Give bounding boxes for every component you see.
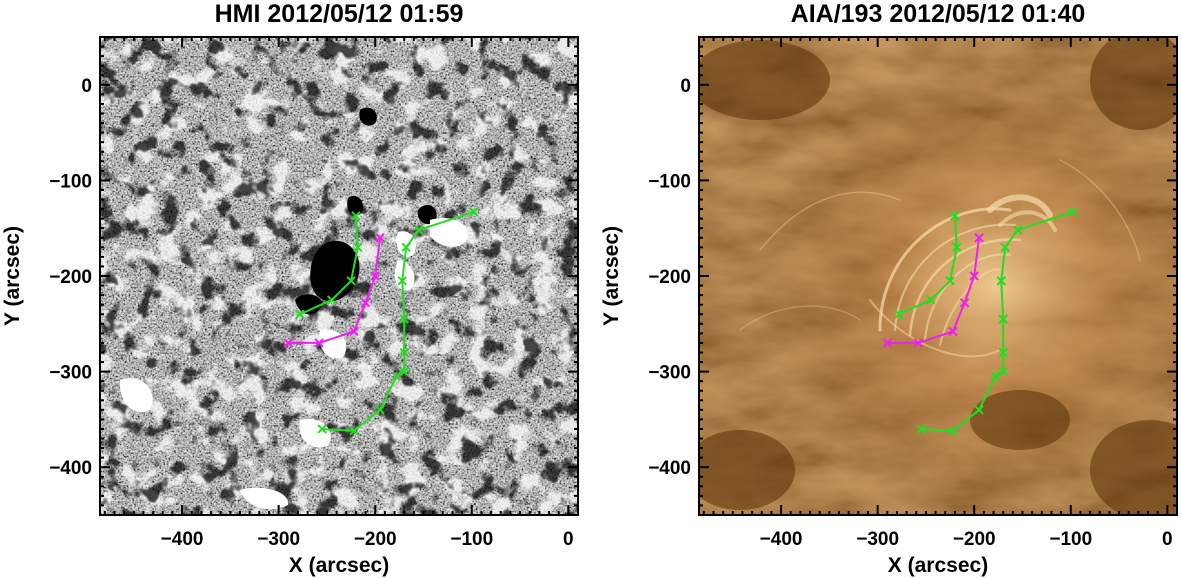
hmi-title: HMI 2012/05/12 01:59 — [215, 0, 464, 28]
hmi-trace-2 — [288, 237, 382, 344]
aia-panel: AIA/193 2012/05/12 01:40 — [600, 0, 1178, 577]
aia-axes: −400 −300 −200 −100 0 0 −100 −200 −300 −400 — [648, 36, 1178, 550]
hmi-trace-0-marker — [351, 211, 361, 221]
hmi-trace-1-marker — [399, 366, 409, 377]
hmi-ylabel: Y (arcsec) — [1, 226, 24, 326]
aia-trace-1-marker — [996, 276, 1006, 286]
aia-trace-2-marker — [959, 298, 970, 308]
hmi-xtick-label: −200 — [354, 529, 397, 550]
aia-trace-0-marker — [894, 309, 904, 319]
aia-ytick-label: −400 — [648, 458, 691, 479]
hmi-trace-1-marker — [413, 225, 424, 235]
aia-ytick-label: −100 — [648, 171, 691, 192]
hmi-axes: −400 −300 −200 −100 0 0 −100 −200 −300 −400 — [49, 36, 579, 550]
hmi-ytick-label: 0 — [81, 76, 92, 97]
aia-trace-1-marker — [1068, 207, 1078, 217]
hmi-xtick-label: −100 — [450, 529, 493, 550]
aia-trace-1-marker — [990, 371, 1001, 382]
hmi-trace-1-marker — [391, 371, 402, 382]
aia-trace-1-marker — [998, 314, 1008, 324]
aia-xlabel: X (arcsec) — [888, 554, 988, 577]
hmi-trace-0-marker — [295, 309, 305, 319]
hmi-trace-2-marker — [349, 326, 359, 337]
aia-trace-0-marker — [952, 242, 962, 253]
hmi-trace-1-marker — [397, 276, 407, 286]
aia-trace-1-marker — [1000, 242, 1010, 253]
hmi-trace-1-marker — [399, 347, 409, 358]
aia-trace-0-marker — [926, 295, 936, 305]
aia-trace-2-marker — [969, 271, 979, 281]
hmi-trace-0-marker — [346, 276, 356, 286]
hmi-trace-2-marker — [375, 233, 385, 243]
hmi-trace-1-marker — [399, 314, 409, 324]
aia-title: AIA/193 2012/05/12 01:40 — [791, 0, 1086, 28]
aia-trace-2-marker — [974, 233, 984, 243]
aia-trace-2-marker — [882, 338, 893, 348]
aia-coronal-loops — [739, 159, 1141, 358]
aia-trace-1-marker — [948, 426, 958, 436]
aia-ytick-label: 0 — [680, 76, 691, 97]
hmi-ytick-label: −300 — [49, 363, 92, 384]
aia-trace-0-marker — [950, 211, 960, 221]
aia-trace-0-marker — [945, 276, 955, 286]
hmi-xlabel: X (arcsec) — [289, 554, 389, 577]
aia-trace-1-marker — [916, 424, 926, 434]
hmi-trace-0-marker — [327, 295, 337, 305]
hmi-panel: HMI 2012/05/12 01:59 — [1, 0, 579, 577]
hmi-xtick-label: −400 — [161, 529, 204, 550]
hmi-image — [100, 37, 578, 515]
hmi-trace-1-marker — [349, 426, 359, 436]
hmi-xtick-label: −300 — [257, 529, 300, 550]
aia-trace-1-marker — [998, 347, 1008, 358]
aia-image — [699, 37, 1177, 515]
hmi-trace-2-marker — [370, 271, 380, 281]
aia-ylabel: Y (arcsec) — [600, 226, 623, 326]
hmi-trace-0-marker — [353, 242, 363, 253]
aia-trace-1-marker — [974, 405, 984, 415]
hmi-trace-2-marker — [314, 338, 324, 348]
hmi-trace-2-marker — [283, 338, 294, 348]
aia-trace-2 — [887, 237, 981, 344]
negative-polarity-patches — [295, 107, 437, 315]
hmi-trace-1-marker — [469, 207, 479, 217]
hmi-trace-1-marker — [317, 424, 327, 434]
aia-trace-1-marker — [1012, 225, 1023, 235]
aia-ytick-label: −300 — [648, 363, 691, 384]
hmi-ytick-label: −200 — [49, 267, 92, 288]
hmi-trace-1-marker — [401, 242, 411, 253]
hmi-trace-1-marker — [375, 405, 385, 415]
aia-trace-1-marker — [998, 366, 1008, 377]
aia-ytick-label: −200 — [648, 267, 691, 288]
aia-trace-2-marker — [948, 326, 958, 337]
aia-xtick-label: −400 — [760, 529, 803, 550]
aia-loops — [882, 207, 1078, 436]
aia-xtick-label: 0 — [1162, 529, 1173, 550]
aia-xtick-label: −100 — [1049, 529, 1092, 550]
hmi-xtick-label: 0 — [563, 529, 574, 550]
aia-dark-regions — [699, 37, 1177, 515]
hmi-loops — [283, 207, 479, 436]
hmi-trace-2-marker — [360, 298, 371, 308]
aia-xtick-label: −300 — [856, 529, 899, 550]
hmi-ytick-label: −400 — [49, 458, 92, 479]
aia-xtick-label: −200 — [953, 529, 996, 550]
aia-trace-2-marker — [913, 338, 923, 348]
hmi-ytick-label: −100 — [49, 171, 92, 192]
